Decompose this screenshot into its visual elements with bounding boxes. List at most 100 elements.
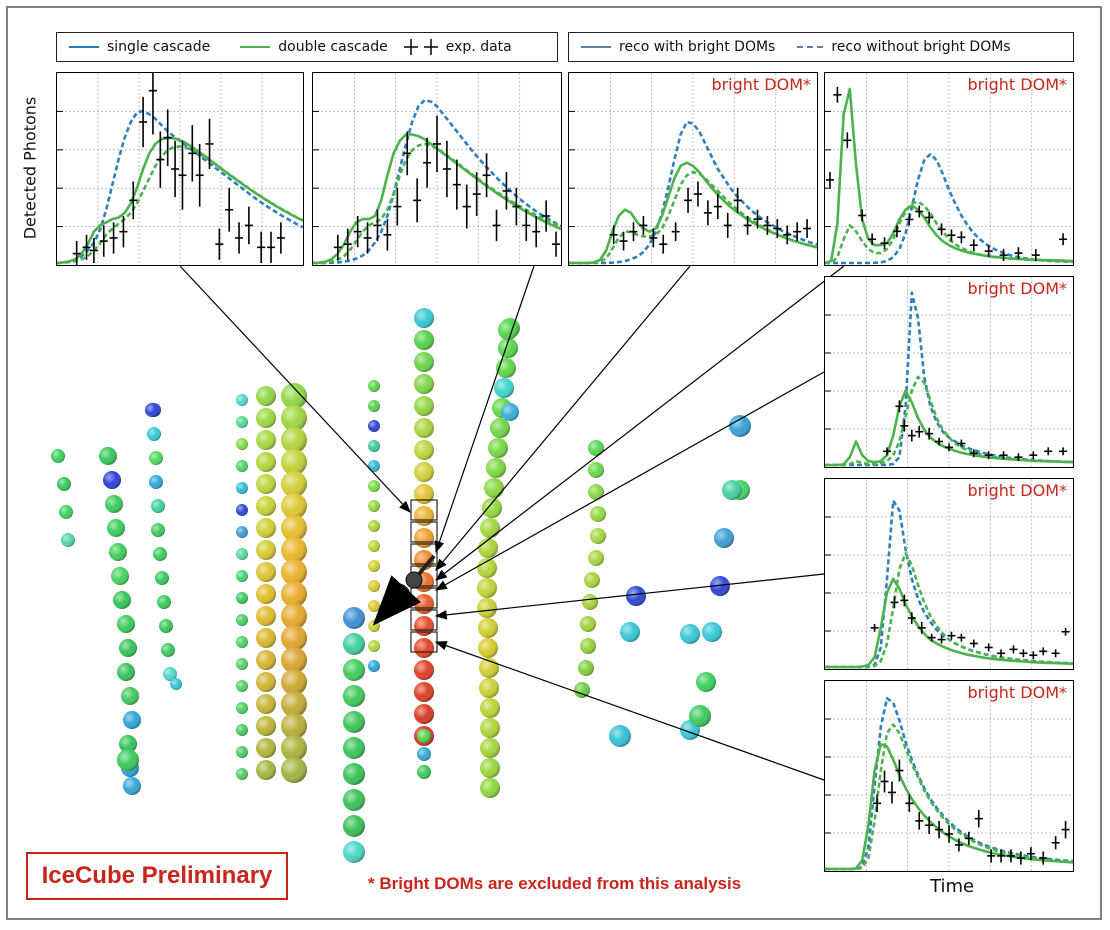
series-line bbox=[313, 98, 561, 265]
dom-sphere-shade bbox=[368, 420, 380, 432]
dom-sphere-shade bbox=[147, 427, 161, 441]
dom-sphere-shade bbox=[119, 639, 137, 657]
data-point bbox=[743, 216, 752, 235]
data-point bbox=[343, 228, 352, 260]
data-point bbox=[883, 447, 891, 456]
dom-sphere-shade bbox=[57, 477, 71, 491]
data-point bbox=[373, 209, 382, 242]
dom-sphere-shade bbox=[479, 678, 499, 698]
data-point bbox=[803, 219, 812, 238]
dom-sphere-shade bbox=[368, 640, 380, 652]
waveform-plot bbox=[57, 73, 303, 265]
dom-sphere-shade bbox=[256, 628, 276, 648]
dom-sphere-shade bbox=[574, 682, 590, 698]
dom-sphere bbox=[414, 682, 434, 702]
dom-sphere-shade bbox=[236, 636, 248, 648]
data-point bbox=[935, 437, 944, 446]
dom-sphere bbox=[368, 640, 380, 652]
dom-sphere-shade bbox=[151, 499, 165, 513]
dom-sphere-shade bbox=[498, 320, 518, 340]
data-point bbox=[195, 143, 204, 207]
data-point bbox=[472, 172, 481, 216]
data-point bbox=[1019, 649, 1028, 658]
dom-sphere bbox=[117, 615, 135, 633]
dom-sphere-shade bbox=[163, 667, 177, 681]
data-point bbox=[900, 594, 909, 607]
dom-sphere bbox=[117, 749, 139, 771]
series-line bbox=[57, 145, 303, 265]
data-point bbox=[502, 172, 511, 210]
dom-sphere-shade bbox=[236, 658, 248, 670]
dom-sphere bbox=[680, 624, 700, 644]
dom-sphere bbox=[281, 449, 307, 475]
data-point bbox=[1014, 247, 1023, 260]
dom-sphere-shade bbox=[417, 747, 431, 761]
dom-sphere-shade bbox=[414, 396, 434, 416]
dom-sphere-shade bbox=[343, 815, 365, 837]
data-point bbox=[937, 223, 946, 236]
data-point bbox=[82, 234, 91, 260]
dom-sphere-shade bbox=[281, 757, 307, 783]
dom-sphere-shade bbox=[588, 550, 604, 566]
dom-sphere bbox=[117, 663, 135, 681]
series-line bbox=[825, 723, 1073, 871]
dom-sphere bbox=[580, 616, 596, 632]
data-point bbox=[1014, 453, 1023, 462]
dom-sphere-shade bbox=[478, 618, 498, 638]
data-point bbox=[178, 140, 187, 210]
data-point bbox=[1059, 233, 1068, 246]
dom-sphere-shade bbox=[414, 506, 434, 526]
dom-sphere bbox=[477, 578, 497, 598]
dom-sphere bbox=[343, 841, 365, 863]
data-point bbox=[1009, 645, 1018, 654]
bright-dom-label: bright DOM* bbox=[967, 481, 1067, 500]
data-point bbox=[205, 118, 214, 169]
data-point bbox=[984, 451, 993, 460]
data-point bbox=[870, 623, 879, 632]
dom-sphere-shade bbox=[414, 638, 434, 658]
dom-sphere bbox=[710, 576, 730, 596]
dom-sphere-shade bbox=[151, 523, 165, 537]
dom-sphere-shade bbox=[343, 711, 365, 733]
dom-sphere bbox=[484, 478, 504, 498]
data-point bbox=[945, 443, 953, 452]
data-point bbox=[713, 194, 722, 220]
dom-sphere bbox=[368, 660, 380, 672]
dom-sphere-shade bbox=[710, 576, 730, 596]
dom-sphere-shade bbox=[281, 669, 307, 695]
data-point bbox=[868, 233, 877, 246]
dom-sphere-shade bbox=[417, 729, 431, 743]
dom-sphere bbox=[488, 438, 508, 458]
data-point bbox=[235, 222, 244, 254]
data-point bbox=[267, 231, 276, 263]
dom-sphere-shade bbox=[343, 607, 365, 629]
dom-sphere bbox=[281, 427, 307, 453]
dom-sphere bbox=[256, 452, 276, 472]
dom-sphere bbox=[414, 616, 434, 636]
waveform-plot bbox=[825, 681, 1073, 871]
dom-sphere bbox=[256, 650, 276, 670]
legend-item-data: exp. data bbox=[402, 37, 512, 57]
dom-sphere-shade bbox=[281, 493, 307, 519]
dom-sphere bbox=[368, 540, 380, 552]
dom-sphere bbox=[256, 694, 276, 714]
dom-sphere bbox=[51, 449, 65, 463]
waveform-plot bbox=[825, 479, 1073, 669]
dom-sphere bbox=[574, 682, 590, 698]
dom-sphere-shade bbox=[281, 735, 307, 761]
data-point bbox=[1039, 851, 1048, 865]
dom-sphere-shade bbox=[414, 330, 434, 350]
data-point bbox=[363, 222, 372, 254]
dom-sphere-shade bbox=[256, 650, 276, 670]
dom-sphere-shade bbox=[368, 540, 380, 552]
data-point bbox=[659, 234, 668, 254]
dom-sphere-shade bbox=[343, 841, 365, 863]
data-point bbox=[156, 131, 165, 188]
dom-sphere-shade bbox=[590, 506, 606, 522]
dom-sphere bbox=[236, 746, 248, 758]
dom-sphere bbox=[149, 451, 163, 465]
dom-sphere-shade bbox=[281, 603, 307, 629]
dom-sphere bbox=[281, 713, 307, 739]
waveform-plot bbox=[825, 277, 1073, 467]
data-point bbox=[703, 200, 712, 226]
